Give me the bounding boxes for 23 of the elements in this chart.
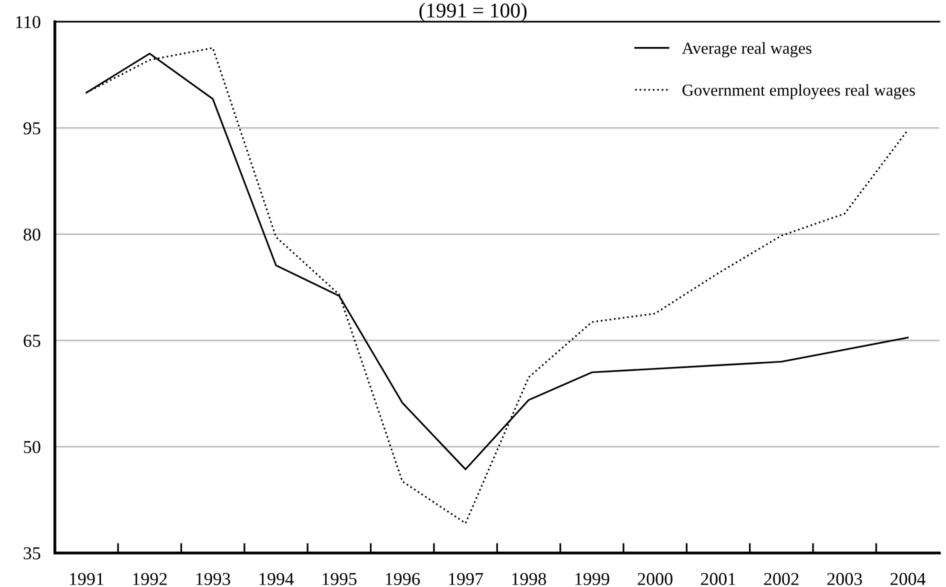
y-tick-label: 65 — [24, 334, 40, 347]
x-tick-label: 1994 — [260, 572, 294, 586]
x-tick-label: 2002 — [764, 572, 798, 586]
x-tick-label: 2004 — [890, 572, 926, 586]
chart-title: (1991 = 100) — [419, 2, 527, 22]
legend-label: Average real wages — [682, 42, 812, 58]
y-tick-label: 50 — [24, 440, 40, 454]
x-tick-label: 1999 — [575, 572, 610, 586]
x-tick-label: 1991 — [70, 572, 104, 586]
x-tick-label: 1996 — [386, 572, 420, 586]
y-tick-label: 80 — [24, 228, 40, 241]
x-tick-label: 2003 — [827, 572, 862, 586]
y-tick-label: 35 — [24, 547, 40, 560]
x-tick-label: 1995 — [322, 572, 357, 586]
y-tick-label: 95 — [24, 122, 40, 134]
x-tick-label: 1998 — [512, 572, 546, 586]
x-tick-label: 1992 — [133, 572, 167, 586]
x-tick-label: 1997 — [449, 572, 484, 586]
legend-label: Government employees real wages — [682, 84, 915, 100]
x-tick-label: 1993 — [196, 572, 230, 586]
x-tick-label: 2001 — [700, 572, 736, 586]
x-tick-label: 2000 — [638, 572, 672, 586]
y-tick-label: 110 — [16, 16, 40, 28]
